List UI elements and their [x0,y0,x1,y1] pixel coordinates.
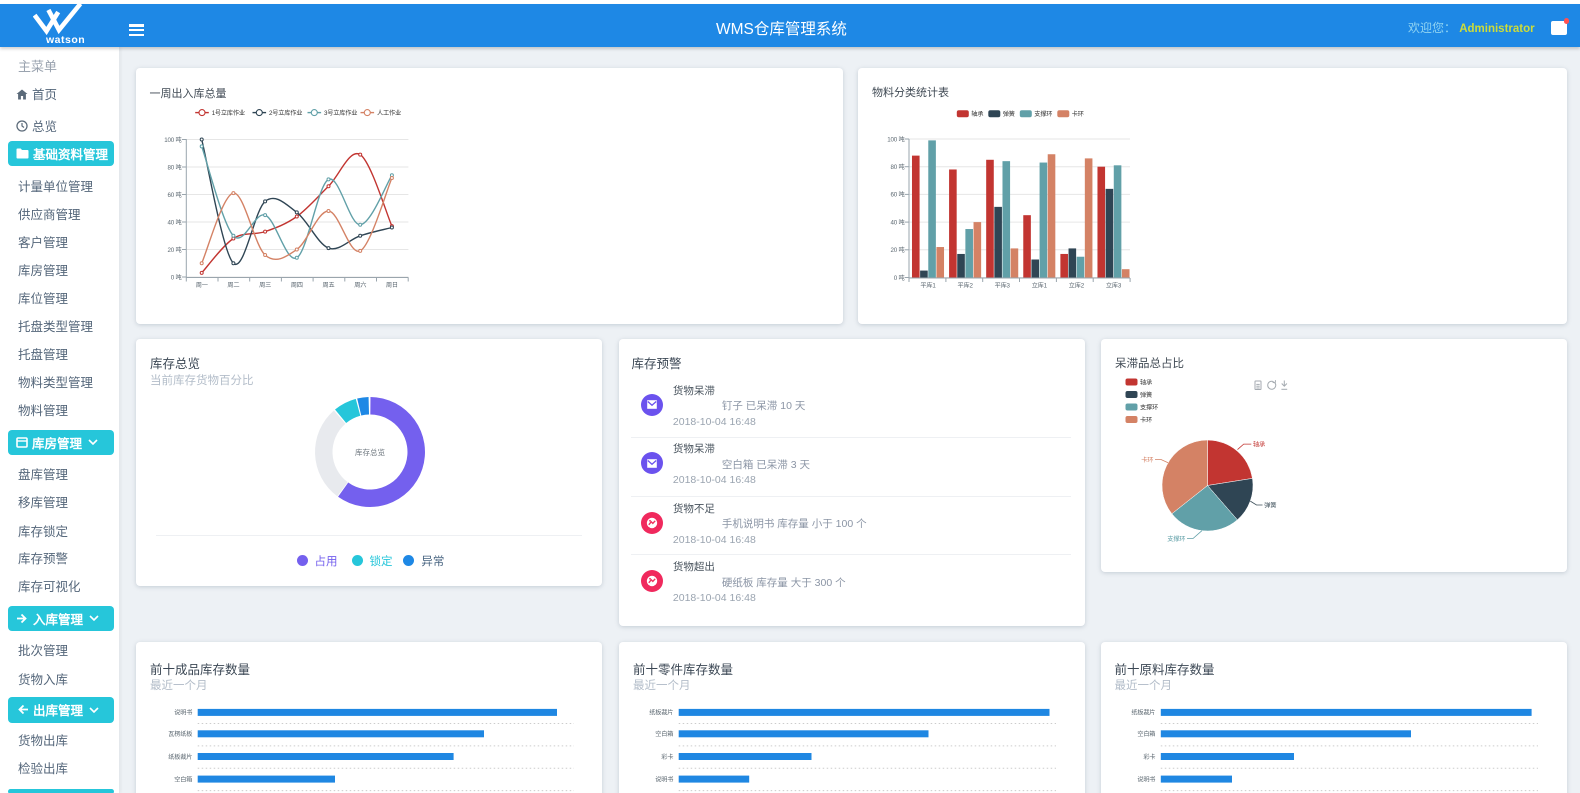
svg-text:2号立库作业: 2号立库作业 [269,109,302,117]
svg-text:立库2: 立库2 [1069,282,1085,290]
svg-text:80 吨: 80 吨 [168,163,182,171]
svg-text:1号立库作业: 1号立库作业 [212,109,245,117]
svg-text:卡环: 卡环 [1141,456,1153,464]
svg-text:人工作业: 人工作业 [377,109,401,117]
svg-text:周四: 周四 [291,282,303,289]
svg-text:周一: 周一 [196,282,208,289]
svg-text:40 吨: 40 吨 [168,218,182,226]
svg-text:周六: 周六 [354,281,366,289]
svg-text:说明书: 说明书 [1137,775,1155,783]
svg-text:支撑环: 支撑环 [1140,403,1158,411]
svg-text:卡环: 卡环 [1072,110,1084,118]
svg-text:瓦楞纸板: 瓦楞纸板 [168,730,192,738]
svg-text:支撑环: 支撑环 [1034,110,1052,118]
svg-text:纸板裁片: 纸板裁片 [1131,709,1155,717]
svg-text:0 吨: 0 吨 [894,274,905,282]
svg-text:20 吨: 20 吨 [168,246,182,254]
svg-text:纸板裁片: 纸板裁片 [168,753,192,761]
svg-text:20 吨: 20 吨 [891,246,905,254]
svg-text:立库3: 立库3 [1106,282,1122,290]
svg-text:库存总览: 库存总览 [355,447,385,457]
svg-text:3号立库作业: 3号立库作业 [324,109,357,117]
svg-text:平库3: 平库3 [995,282,1011,290]
svg-text:轴承: 轴承 [1253,441,1265,449]
svg-text:平库1: 平库1 [920,282,936,290]
svg-text:支撑环: 支撑环 [1167,535,1185,543]
svg-text:弹簧: 弹簧 [1264,501,1276,509]
svg-text:纸板裁片: 纸板裁片 [649,709,673,717]
svg-text:周三: 周三 [259,282,271,289]
svg-text:空白箱: 空白箱 [1137,730,1155,738]
svg-text:80 吨: 80 吨 [891,163,905,171]
svg-text:60 吨: 60 吨 [168,191,182,199]
svg-text:0 吨: 0 吨 [171,273,182,281]
svg-text:弹簧: 弹簧 [1003,110,1015,118]
svg-text:周二: 周二 [227,282,239,289]
svg-text:说明书: 说明书 [655,775,673,783]
svg-text:40 吨: 40 吨 [891,218,905,226]
svg-text:平库2: 平库2 [957,282,973,290]
svg-text:弹簧: 弹簧 [1140,391,1152,399]
svg-text:60 吨: 60 吨 [891,191,905,199]
svg-text:周五: 周五 [323,282,335,289]
svg-text:卡环: 卡环 [1140,416,1152,424]
svg-text:轴承: 轴承 [1140,378,1152,386]
svg-text:100 吨: 100 吨 [164,136,181,144]
svg-text:彩卡: 彩卡 [661,753,673,761]
svg-text:空白箱: 空白箱 [655,730,673,738]
svg-text:说明书: 说明书 [174,709,192,717]
svg-text:空白箱: 空白箱 [174,775,192,783]
svg-text:彩卡: 彩卡 [1143,753,1155,761]
svg-text:周日: 周日 [386,282,398,289]
svg-text:轴承: 轴承 [971,110,983,118]
svg-text:立库1: 立库1 [1032,282,1048,290]
svg-text:100 吨: 100 吨 [887,135,904,143]
